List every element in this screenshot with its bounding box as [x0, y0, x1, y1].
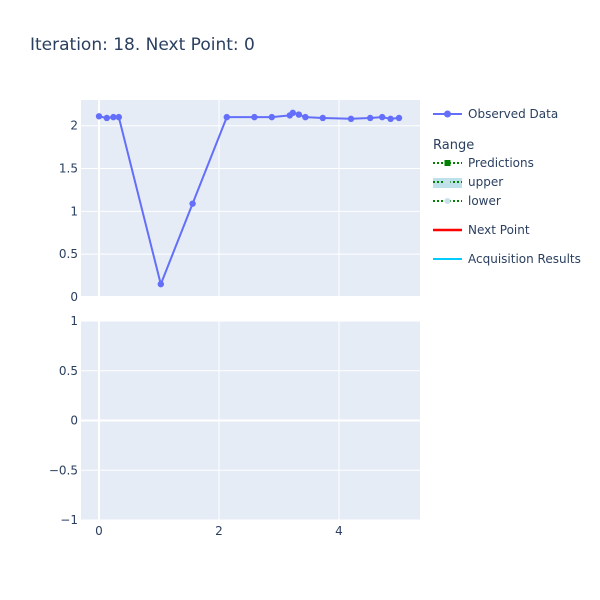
legend-upper-marker: [444, 179, 451, 185]
observed-data-point: [319, 114, 326, 122]
y-tick-label: 1: [70, 314, 78, 328]
observed-data-point: [347, 115, 355, 123]
acquisition-plot: −1 −0.5 0 0.5 1 0 2 4: [49, 314, 420, 538]
legend-observed-marker: [444, 110, 451, 118]
observed-data-point: [289, 109, 296, 117]
observed-data-point: [367, 114, 374, 122]
legend-lower-marker: [444, 198, 451, 204]
observed-data-point: [295, 111, 302, 118]
legend-predictions-marker: [444, 160, 451, 166]
observed-data-point: [95, 113, 103, 120]
y-tick-label: 0.5: [59, 364, 78, 378]
observed-data-point: [395, 114, 403, 122]
legend: Observed Data Range Predictions upper lo…: [433, 107, 581, 266]
y-tick-label: 0: [70, 414, 78, 428]
legend-observed-label: Observed Data: [468, 107, 558, 121]
x-tick-label: 0: [95, 524, 103, 538]
legend-item-observed[interactable]: Observed Data: [433, 107, 558, 121]
legend-group-title: Range: [433, 138, 474, 153]
legend-acquisition-label: Acquisition Results: [468, 252, 581, 266]
observed-data-point: [387, 115, 394, 123]
x-tick-label: 2: [215, 524, 223, 538]
legend-item-lower[interactable]: lower: [433, 194, 501, 208]
y-tick-label: −0.5: [49, 463, 78, 477]
x-tick-label: 4: [335, 524, 343, 538]
y-tick-label: 2: [70, 119, 78, 133]
observed-data-plot: 0 0.5 1 1.5 2: [59, 100, 420, 304]
legend-next-point-label: Next Point: [468, 223, 530, 237]
observed-data-point: [115, 113, 123, 121]
y-tick-label: 0.5: [59, 247, 78, 261]
legend-item-next-point[interactable]: Next Point: [433, 223, 530, 237]
legend-item-predictions[interactable]: Predictions: [433, 156, 534, 170]
observed-data-point: [157, 280, 164, 288]
legend-upper-label: upper: [468, 175, 503, 189]
observed-data-point: [110, 113, 117, 121]
legend-predictions-label: Predictions: [468, 156, 534, 170]
legend-item-acquisition[interactable]: Acquisition Results: [433, 252, 581, 266]
legend-item-upper[interactable]: upper: [433, 175, 503, 189]
y-tick-label: 0: [70, 290, 78, 304]
y-tick-label: −1: [60, 513, 78, 527]
observed-data-point: [379, 113, 386, 121]
observed-data-point: [302, 113, 309, 121]
y-tick-label: 1.5: [59, 162, 78, 176]
y-tick-label: 1: [70, 204, 78, 218]
observed-data-point: [189, 200, 196, 207]
chart-title: Iteration: 18. Next Point: 0: [30, 35, 255, 55]
observed-data-point: [251, 113, 258, 121]
observed-data-point: [103, 114, 111, 122]
observed-data-point: [223, 113, 230, 121]
plot-area: [81, 100, 420, 297]
observed-data-point: [268, 113, 275, 121]
legend-lower-label: lower: [468, 194, 501, 208]
